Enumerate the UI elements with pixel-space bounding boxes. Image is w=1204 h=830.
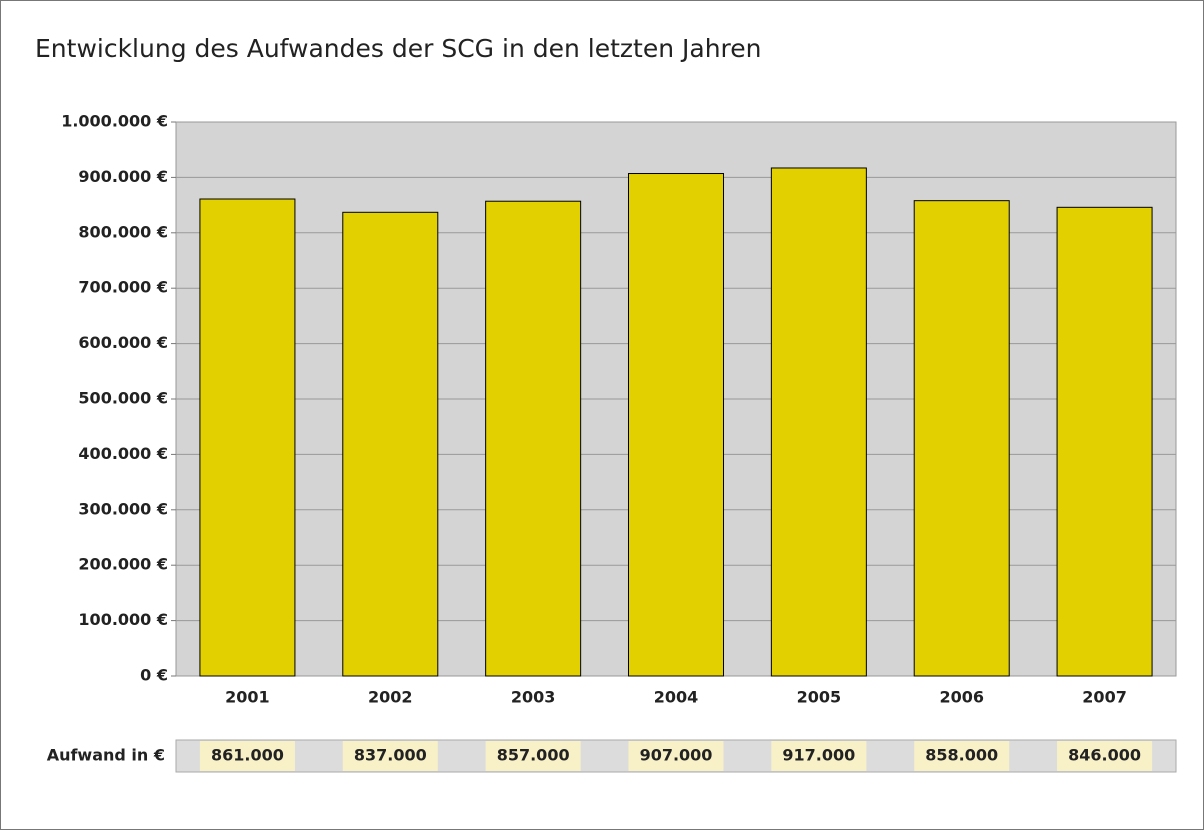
y-tick-label: 300.000 € — [78, 499, 168, 518]
y-tick-label: 500.000 € — [78, 389, 168, 408]
y-tick-label: 100.000 € — [78, 610, 168, 629]
bar — [199, 198, 296, 677]
bar — [1056, 206, 1153, 677]
bar — [913, 200, 1010, 677]
table-cell — [199, 741, 295, 771]
bar — [628, 173, 724, 677]
chart-title: Entwicklung des Aufwandes der SCG in den… — [35, 34, 762, 63]
table-cell — [1057, 741, 1153, 771]
table-label: Aufwand in € — [47, 746, 165, 765]
value-label: 857.000 — [497, 746, 570, 765]
y-tick-label: 200.000 € — [78, 555, 168, 574]
x-tick-label: 2003 — [511, 688, 556, 707]
x-tick-label: 2007 — [1082, 688, 1127, 707]
y-tick-label: 400.000 € — [78, 444, 168, 463]
value-label: 861.000 — [211, 746, 284, 765]
value-label: 858.000 — [925, 746, 998, 765]
value-label: 846.000 — [1068, 746, 1141, 765]
value-label: 837.000 — [354, 746, 427, 765]
value-label: 917.000 — [782, 746, 855, 765]
table-cell — [485, 741, 581, 771]
y-tick-label: 1.000.000 € — [61, 112, 168, 131]
table-cell — [771, 741, 867, 771]
table-cell — [628, 741, 724, 771]
x-tick-label: 2005 — [797, 688, 842, 707]
y-tick-label: 900.000 € — [78, 167, 168, 186]
bar — [342, 211, 439, 677]
y-tick-label: 700.000 € — [78, 278, 168, 297]
x-tick-label: 2001 — [225, 688, 270, 707]
bar — [770, 167, 867, 677]
y-tick-label: 0 € — [140, 666, 168, 685]
x-tick-label: 2004 — [654, 688, 699, 707]
bar — [485, 200, 582, 677]
x-tick-label: 2006 — [939, 688, 984, 707]
table-cell — [914, 741, 1010, 771]
y-tick-label: 600.000 € — [78, 333, 168, 352]
x-tick-label: 2002 — [368, 688, 413, 707]
y-tick-label: 800.000 € — [78, 222, 168, 241]
table-cell — [342, 741, 438, 771]
value-label: 907.000 — [640, 746, 713, 765]
